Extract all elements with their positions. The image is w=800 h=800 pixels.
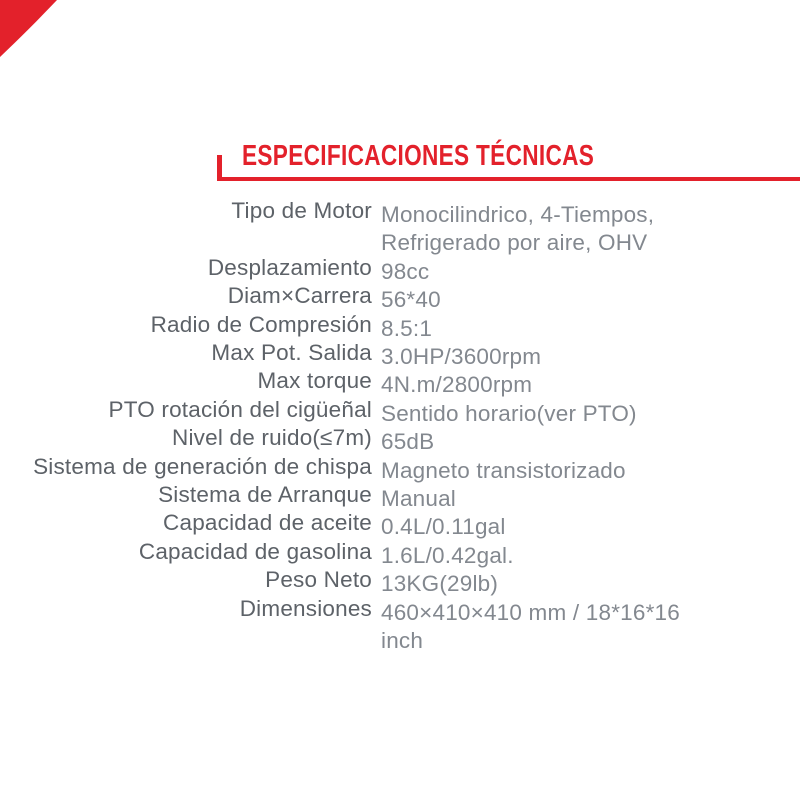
title-left-rule — [217, 155, 222, 179]
spec-row: Peso Neto 13KG(29lb) — [0, 566, 800, 596]
spec-label: Capacidad de aceite — [163, 510, 372, 536]
spec-value: Magneto transistorizado — [381, 457, 626, 483]
spec-label: Dimensiones — [239, 595, 372, 621]
spec-label: Capacidad de gasolina — [138, 538, 372, 564]
spec-label: Sistema de generación de chispa — [33, 453, 372, 479]
spec-value: 98cc — [381, 258, 430, 284]
spec-row: Tipo de Motor Monocilindrico, 4-Tiempos, … — [0, 197, 800, 255]
spec-value: 1.6L/0.42gal. — [381, 542, 514, 568]
spec-value: 4N.m/2800rpm — [381, 372, 533, 398]
spec-row: Dimensiones 460×410×410 mm / 18*16*16 inc… — [0, 595, 800, 653]
page-title: ESPECIFICACIONES TÉCNICAS — [242, 140, 595, 172]
spec-label: Diam×Carrera — [227, 283, 372, 309]
spec-label: Max Pot. Salida — [211, 340, 372, 366]
spec-value: Sentido horario(ver PTO) — [381, 400, 637, 426]
spec-label: Peso Neto — [265, 567, 372, 593]
spec-value: 13KG(29lb) — [381, 571, 499, 597]
spec-label: Sistema de Arranque — [158, 482, 372, 508]
spec-value: 65dB — [381, 429, 435, 455]
spec-row: Sistema de Arranque Manual — [0, 481, 800, 511]
spec-row: Radio de Compresión 8.5:1 — [0, 311, 800, 341]
spec-row: Sistema de generación de chispa Magneto t… — [0, 453, 800, 483]
spec-label: Nivel de ruido(≤7m) — [172, 425, 372, 451]
spec-label: Radio de Compresión — [150, 311, 372, 337]
spec-row: Nivel de ruido(≤7m) 65dB — [0, 424, 800, 454]
spec-row: Desplazamiento 98cc — [0, 254, 800, 284]
spec-row: PTO rotación del cigüeñal Sentido horario… — [0, 396, 800, 426]
spec-row: Capacidad de aceite 0.4L/0.11gal — [0, 509, 800, 539]
spec-value: 8.5:1 — [381, 315, 433, 341]
spec-value: 0.4L/0.11gal — [381, 514, 506, 540]
spec-row: Max torque 4N.m/2800rpm — [0, 367, 800, 397]
spec-table: Tipo de Motor Monocilindrico, 4-Tiempos, … — [0, 197, 800, 653]
spec-row: Max Pot. Salida 3.0HP/3600rpm — [0, 339, 800, 369]
red-corner-triangle-icon — [0, 0, 57, 57]
spec-row: Diam×Carrera 56*40 — [0, 282, 800, 312]
spec-label: PTO rotación del cigüeñal — [108, 396, 372, 422]
spec-value: Manual — [381, 486, 456, 512]
spec-value: 56*40 — [381, 287, 441, 313]
spec-value: 460×410×410 mm / 18*16*16 inch — [381, 599, 680, 654]
title-underline-rule — [217, 177, 800, 181]
spec-value: 3.0HP/3600rpm — [381, 344, 542, 370]
spec-value: Monocilindrico, 4-Tiempos, Refrigerado p… — [381, 202, 655, 256]
spec-label: Tipo de Motor — [231, 198, 372, 223]
spec-label: Max torque — [257, 368, 372, 394]
spec-label: Desplazamiento — [207, 254, 372, 280]
spec-row: Capacidad de gasolina 1.6L/0.42gal. — [0, 538, 800, 568]
